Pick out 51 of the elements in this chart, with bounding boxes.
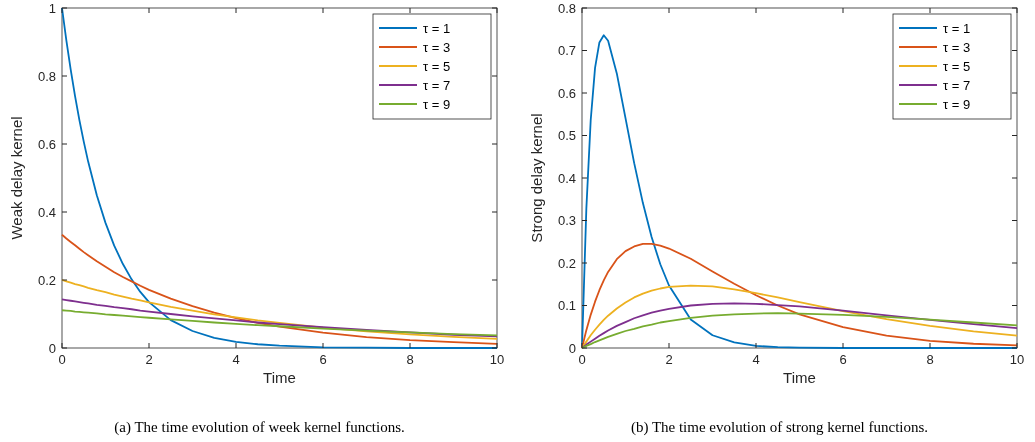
legend-label: τ = 9	[943, 96, 971, 112]
y-tick-label: 0.7	[557, 43, 576, 58]
y-tick-label: 0.8	[37, 68, 56, 84]
x-tick-label: 6	[319, 352, 327, 367]
y-tick-label: 0.4	[37, 204, 56, 220]
x-tick-label: 2	[665, 352, 673, 367]
x-tick-label: 0	[578, 352, 586, 367]
x-tick-label: 4	[232, 352, 240, 367]
line-series	[61, 7, 498, 349]
y-axis-title: Strong delay kernel	[528, 113, 545, 243]
y-tick-label: 0.5	[557, 128, 576, 143]
y-axis-title: Weak delay kernel	[8, 116, 25, 240]
x-tick-label: 10	[1009, 352, 1025, 367]
x-tick-label: 8	[406, 352, 414, 367]
legend-label: τ = 5	[943, 58, 971, 74]
legend-label: τ = 7	[423, 77, 451, 93]
x-tick-label: 8	[926, 352, 934, 367]
y-tick-label: 0.2	[37, 272, 56, 288]
legend-label: τ = 5	[423, 58, 451, 74]
x-tick-label: 10	[489, 352, 505, 367]
line-series	[581, 242, 1018, 349]
line-series	[581, 284, 1018, 349]
legend-label: τ = 1	[943, 20, 971, 36]
text: (b) The time evolution of strong kernel functions.	[630, 419, 929, 436]
legend-label: τ = 3	[423, 39, 451, 55]
y-tick-label: 0.8	[557, 0, 576, 16]
x-tick-label: 2	[145, 352, 153, 367]
x-tick-label: 0	[58, 352, 66, 367]
y-tick-label: 0.6	[37, 136, 56, 152]
x-tick-label: 6	[839, 352, 847, 367]
x-axis-title: Time	[263, 369, 296, 386]
x-axis-title: Time	[783, 369, 816, 386]
line-series	[61, 298, 498, 338]
legend-label: τ = 7	[943, 77, 971, 93]
line-series	[581, 302, 1018, 349]
line-series	[61, 233, 498, 345]
y-tick-label: 0	[568, 340, 576, 356]
y-tick-label: 0.6	[557, 85, 576, 101]
legend-label: τ = 9	[423, 96, 451, 112]
line-series	[581, 312, 1018, 349]
y-tick-label: 0.3	[557, 213, 576, 228]
line-series	[61, 309, 498, 337]
legend-label: τ = 1	[423, 20, 451, 36]
y-tick-label: 1	[48, 0, 56, 16]
text: (a) The time evolution of week kernel functions.	[114, 419, 405, 436]
y-tick-label: 0.1	[557, 298, 576, 313]
y-tick-label: 0.4	[557, 170, 576, 186]
legend-label: τ = 3	[943, 39, 971, 55]
y-tick-label: 0	[48, 340, 56, 356]
x-tick-label: 4	[752, 352, 760, 367]
y-tick-label: 0.2	[557, 255, 576, 271]
